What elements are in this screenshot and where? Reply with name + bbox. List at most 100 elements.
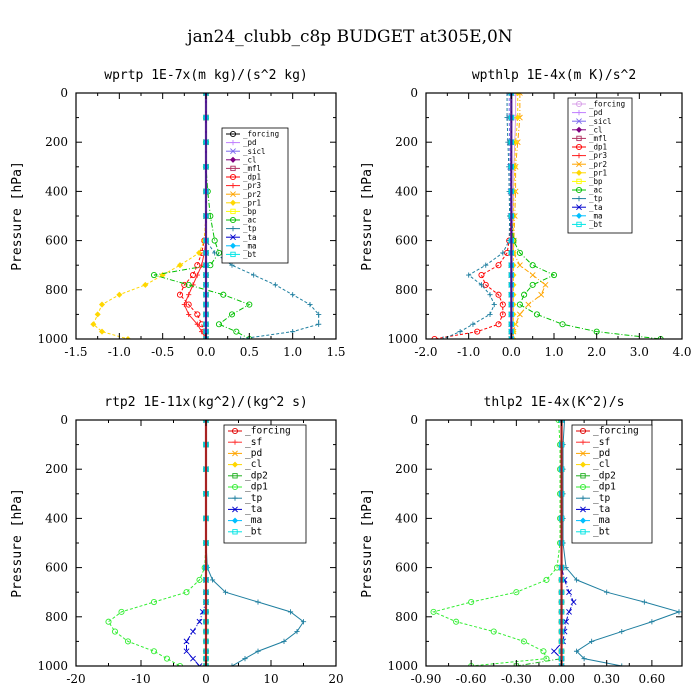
legend-label: _forcing: [243, 130, 279, 139]
y-tick-label: 600: [395, 234, 418, 248]
series-point: [516, 301, 523, 308]
legend-label: _pr1: [589, 168, 607, 177]
series-point: [499, 301, 506, 308]
y-axis-label: Pressure [hPa]: [360, 488, 375, 598]
y-tick-label: 800: [45, 610, 68, 624]
figure-title: jan24_clubb_c8p BUDGET at305E,0N: [185, 27, 513, 47]
y-tick-label: 0: [410, 86, 418, 100]
series-point: [185, 281, 192, 288]
legend-label: _ma: [243, 241, 257, 250]
legend-swatch-marker: [580, 450, 586, 457]
series-point: [199, 608, 206, 615]
series-line-dp1: [107, 420, 207, 666]
series-point: [495, 291, 502, 298]
legend-swatch-marker: [576, 153, 582, 159]
series-point: [483, 262, 489, 268]
series-point: [500, 250, 506, 256]
series-point: [150, 598, 158, 606]
series-point: [316, 311, 322, 317]
series-point: [619, 628, 625, 635]
series-point: [194, 272, 200, 278]
legend-swatch-marker: [575, 143, 583, 151]
series-point: [98, 328, 106, 335]
legend-swatch-marker: [576, 204, 582, 211]
legend-label: _ac: [243, 216, 257, 225]
legend-label: _dp2: [593, 470, 616, 481]
x-tick-label: 0.60: [639, 672, 666, 686]
legend-label: _tp: [245, 493, 262, 504]
y-axis-label: Pressure [hPa]: [360, 161, 375, 271]
series-point: [543, 576, 550, 583]
x-tick-label: 0.5: [240, 345, 259, 359]
series-line-dp1: [432, 420, 561, 666]
legend-swatch-marker: [580, 495, 586, 501]
legend-label: _pr3: [243, 181, 261, 190]
series-point: [124, 335, 132, 339]
series-point: [542, 281, 549, 288]
series-point: [550, 271, 558, 279]
legend-swatch-marker: [232, 495, 238, 501]
series-point: [124, 638, 132, 645]
panel-title: wpthlp 1E-4x(m K)/s^2: [472, 68, 636, 83]
x-tick-label: -10: [131, 672, 150, 686]
series-point: [203, 336, 209, 339]
x-tick-label: 0.30: [593, 672, 620, 686]
series-point: [183, 648, 190, 655]
plot-frame: [425, 92, 683, 340]
series-point: [215, 321, 223, 328]
legend-label: _cl: [243, 155, 257, 164]
series-point: [468, 598, 475, 606]
series-point: [589, 638, 595, 644]
legend-label: _bt: [245, 526, 262, 537]
y-tick-label: 400: [395, 511, 418, 525]
legend-label: _ac: [589, 186, 603, 195]
series-point: [196, 663, 203, 666]
series-point: [559, 321, 566, 328]
legend-label: _bp: [243, 207, 257, 216]
y-tick-label: 200: [395, 135, 418, 149]
y-tick-label: 1000: [387, 659, 418, 673]
legend-swatch-marker: [576, 196, 582, 202]
series-point: [453, 618, 460, 625]
series-point: [499, 311, 506, 318]
x-tick-label: 1.0: [283, 345, 302, 359]
legend: _forcing_pd_sicl_cl_mfl_dp1_pr3_pr2_pr1_…: [567, 97, 633, 234]
series-point: [513, 589, 520, 596]
series-point: [487, 292, 493, 298]
series-point: [529, 262, 536, 269]
series-point: [604, 589, 610, 595]
series-point: [566, 608, 572, 615]
series-point: [203, 420, 209, 423]
y-tick-label: 600: [45, 561, 68, 575]
y-tick-label: 1000: [37, 659, 68, 673]
y-tick-label: 600: [45, 234, 68, 248]
series-point: [194, 321, 200, 327]
y-tick-label: 1000: [387, 332, 418, 346]
x-tick-label: -0.90: [411, 672, 442, 686]
x-tick-label: -1.5: [64, 345, 87, 359]
series-point: [495, 321, 502, 328]
legend-swatch-marker: [579, 461, 587, 468]
series-point: [255, 648, 261, 654]
legend-swatch-marker: [229, 199, 237, 206]
legend-swatch-marker: [229, 173, 237, 181]
series-point: [116, 291, 123, 298]
legend-label: _ta: [245, 504, 262, 515]
legend-swatch-marker: [576, 178, 582, 185]
legend-swatch-marker: [579, 483, 587, 491]
series-point: [183, 638, 190, 645]
series-point: [281, 638, 287, 644]
series-point: [487, 311, 493, 317]
legend-swatch-marker: [576, 118, 582, 125]
series-point: [466, 272, 472, 278]
series-point: [98, 301, 106, 308]
legend-label: _pd: [589, 108, 603, 117]
legend-swatch-marker: [575, 126, 583, 133]
legend-label: _pd: [593, 448, 610, 459]
y-tick-label: 0: [410, 413, 418, 427]
legend-swatch-marker: [579, 517, 587, 524]
x-tick-label: 10: [263, 672, 278, 686]
series-point: [233, 328, 240, 335]
legend-swatch-marker: [230, 208, 236, 215]
legend-label: _bt: [243, 250, 257, 259]
